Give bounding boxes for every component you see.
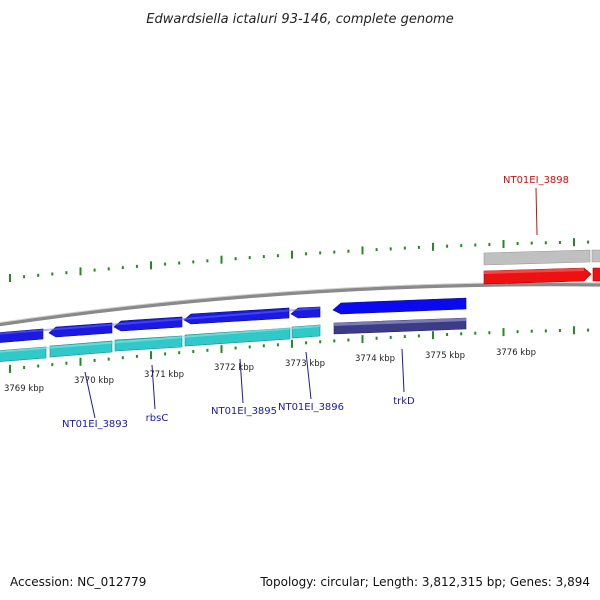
gene-label-nt01ei-3893[interactable]: NT01EI_3893 [62,419,128,430]
label-leader-line [84,371,96,419]
genome-title: Edwardsiella ictaluri 93-146, complete g… [146,12,453,27]
genome-backbone [0,282,600,327]
gene-label-nt01ei-3898[interactable]: NT01EI_3898 [503,175,569,186]
genome-summary-text: Topology: circular; Length: 3,812,315 bp… [259,575,590,589]
highlight-track [483,249,600,285]
gene-feature-highlight[interactable] [483,249,591,266]
tick-label: 3773 kbp [285,359,325,369]
tick-label: 3771 kbp [144,370,184,380]
label-leader-line [535,187,538,236]
label-leader-line [151,364,156,410]
label-leader-line [239,358,244,404]
gene-feature[interactable] [49,340,113,358]
cds-feature[interactable] [0,307,320,335]
gene-labels: NT01EI_3893 rbsC NT01EI_3895 NT01EI_3896… [62,175,569,430]
cds-feature[interactable] [332,297,467,315]
cds-feature[interactable] [183,307,290,325]
tick-label: 3775 kbp [425,351,465,361]
label-leader-line [305,351,312,400]
cds-feature-highlight[interactable] [592,267,600,282]
tick-label: 3770 kbp [74,376,114,386]
inner-tick-row [9,326,590,373]
gene-feature[interactable] [334,318,466,326]
tick-label: 3772 kbp [214,363,254,373]
tick-label: 3769 kbp [4,384,44,394]
gene-feature[interactable] [0,325,320,353]
gene-label-nt01ei-3896[interactable]: NT01EI_3896 [278,402,344,413]
gene-label-trkd[interactable]: trkD [393,396,415,407]
accession-text: Accession: NC_012779 [10,575,146,589]
gene-feature[interactable] [184,327,291,347]
gene-feature-highlight[interactable] [591,249,600,263]
tick-label: 3776 kbp [496,348,536,358]
gene-label-rbsc[interactable]: rbsC [146,413,169,424]
cds-track-upper [0,297,467,343]
tick-label: 3774 kbp [355,354,395,364]
cds-feature-highlight[interactable] [484,268,584,274]
kbp-axis-labels: 3769 kbp 3770 kbp 3771 kbp 3772 kbp 3773… [4,348,536,394]
label-leader-line [401,348,405,393]
gene-feature[interactable] [114,335,183,352]
gene-label-nt01ei-3895[interactable]: NT01EI_3895 [211,406,277,417]
gene-track-lower [0,317,467,362]
outer-tick-row [9,238,590,282]
